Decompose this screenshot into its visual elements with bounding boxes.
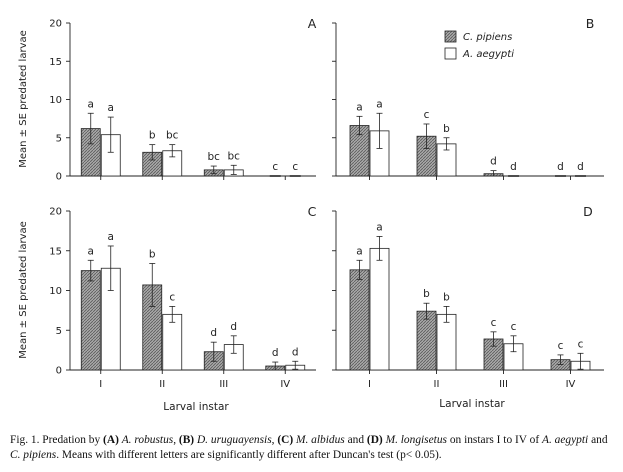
caption-c-tag: (C)	[277, 434, 294, 446]
caption-d-species: M. longisetus	[385, 434, 447, 446]
panel-b: a a c b d d d d B	[332, 16, 604, 180]
panel-c-significance-letter: c	[169, 291, 175, 303]
panel-c-x-tick-label: IV	[280, 379, 290, 390]
panel-b-significance-letter: a	[356, 101, 362, 113]
panel-c-bar	[80, 270, 101, 371]
panel-d-significance-letter: c	[511, 321, 517, 333]
panel-c-significance-letter: a	[88, 245, 94, 257]
panel-a-significance-letter: b	[149, 130, 156, 142]
panel-b-significance-letter: c	[424, 109, 430, 121]
panel-a-significance-letter: a	[88, 98, 94, 110]
x-axis-label-right: Larval instar	[439, 398, 505, 410]
panel-a-label: A	[308, 16, 317, 31]
caption-a-species: A. robustus	[121, 434, 174, 446]
panel-d-significance-letter: a	[356, 245, 362, 257]
panel-c-significance-letter: b	[149, 248, 156, 260]
panel-c-y-tick-label: 20	[49, 207, 62, 218]
panel-b-significance-letter: d	[577, 161, 584, 173]
caption-d-tag: (D)	[366, 434, 383, 446]
legend-swatch-a-aegypti	[444, 47, 457, 60]
caption-instars-text: on instars I to IV of	[449, 434, 540, 446]
caption-prey1: A. aegypti	[542, 434, 589, 446]
panel-c: 0 5 10 15 20 Ia a II b c III d d IV d d C	[49, 204, 316, 390]
panel-c-y-tick-label: 0	[56, 366, 62, 377]
panel-a-significance-letter: c	[272, 161, 278, 173]
panel-d-x-tick-label: I	[368, 379, 371, 390]
panel-d-significance-letter: c	[491, 317, 497, 329]
panel-d-significance-letter: b	[443, 291, 450, 303]
caption-end-text: . Means with different letters are signi…	[56, 449, 442, 461]
panel-c-significance-letter: a	[108, 231, 114, 243]
panel-d-bar	[349, 269, 370, 371]
panel-d-significance-letter: a	[376, 221, 382, 233]
caption-and2: and	[591, 434, 608, 446]
panel-b-significance-letter: d	[557, 161, 564, 173]
panel-c-y-tick-label: 15	[49, 246, 62, 257]
caption-and-word: and	[347, 434, 365, 446]
caption-fig-label: Fig. 1. Predation by	[10, 434, 101, 446]
panel-a-y-tick-label: 10	[49, 95, 62, 106]
legend-label-c-pipiens: C. pipiens	[463, 32, 512, 43]
panel-a-y-tick-label: 20	[49, 19, 62, 30]
panel-c-label: C	[308, 204, 317, 219]
panel-b-significance-letter: d	[490, 156, 497, 168]
y-axis-label-top: Mean ± SE predated larvae	[18, 30, 29, 168]
panel-c-significance-letter: d	[292, 346, 299, 358]
panel-d-significance-letter: b	[423, 288, 430, 300]
caption-prey2: C. pipiens	[10, 449, 57, 461]
panel-d-bar	[416, 310, 437, 371]
panel-b-significance-letter: a	[376, 98, 382, 110]
panel-c-x-tick-label: II	[159, 379, 165, 390]
legend-label-a-aegypti: A. aegypti	[462, 49, 514, 60]
x-axis-label-left: Larval instar	[163, 401, 229, 413]
panel-c-significance-letter: d	[272, 347, 279, 359]
panel-a-y-tick-label: 0	[56, 172, 62, 183]
panel-d-x-tick-label: IV	[566, 379, 576, 390]
panel-c-significance-letter: d	[230, 321, 237, 333]
figure-caption: Fig. 1. Predation by (A) A. robustus, (B…	[10, 434, 608, 461]
panel-c-x-tick-label: I	[99, 379, 102, 390]
panel-a-y-tick-label: 5	[56, 133, 62, 144]
panel-d-x-tick-label: III	[499, 379, 508, 390]
panel-c-y-tick-label: 10	[49, 286, 62, 297]
panel-a-significance-letter: bc	[208, 151, 221, 163]
caption-b-tag: (B)	[178, 434, 195, 446]
panel-d: Ia a II b b III c c IV c c D	[332, 204, 604, 390]
caption-c-species: M. albidus	[296, 434, 345, 446]
panel-b-label: B	[586, 16, 595, 31]
panel-a-significance-letter: bc	[166, 130, 179, 142]
legend-swatch-c-pipiens	[444, 30, 457, 43]
caption-a-tag: (A)	[103, 434, 119, 446]
legend: C. pipiens A. aegypti	[444, 30, 514, 60]
panel-a-significance-letter: bc	[228, 150, 241, 162]
panel-b-significance-letter: b	[443, 123, 450, 135]
panel-b-significance-letter: d	[510, 161, 517, 173]
panel-a-y-tick-label: 15	[49, 57, 62, 68]
panel-c-x-tick-label: III	[219, 379, 228, 390]
panel-a-significance-letter: a	[108, 102, 114, 114]
panel-d-label: D	[583, 204, 593, 219]
panel-d-significance-letter: c	[558, 340, 564, 352]
panel-c-y-tick-label: 5	[56, 326, 62, 337]
panel-d-significance-letter: c	[578, 338, 584, 350]
panel-d-bar	[369, 247, 390, 371]
y-axis-label-bottom: Mean ± SE predated larvae	[18, 221, 29, 359]
caption-b-species: D. uruguayensis	[196, 434, 272, 446]
panel-c-significance-letter: d	[210, 327, 217, 339]
panel-d-x-tick-label: II	[434, 379, 440, 390]
panel-a-significance-letter: c	[292, 161, 298, 173]
